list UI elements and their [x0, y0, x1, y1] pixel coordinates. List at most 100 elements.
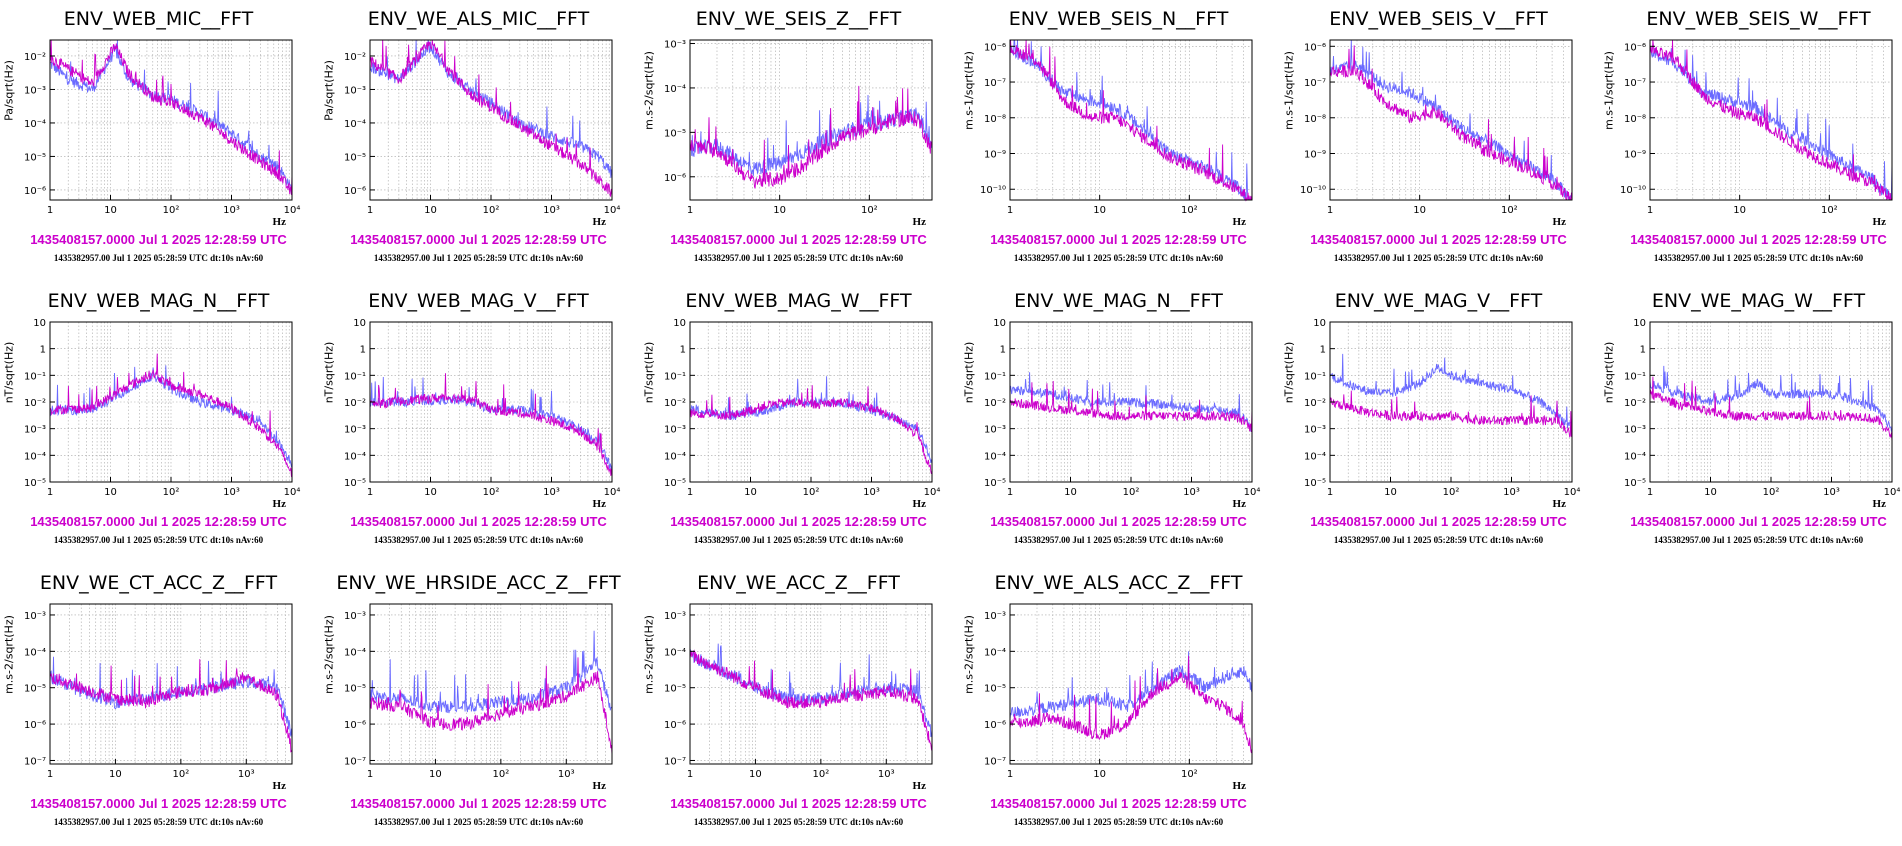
plot-frame [49, 603, 293, 765]
current-timestamp: 1435408157.0000 Jul 1 2025 12:28:59 UTC [1310, 514, 1567, 529]
current-timestamp: 1435408157.0000 Jul 1 2025 12:28:59 UTC [670, 232, 927, 247]
current-series-line [1009, 380, 1253, 433]
reference-series-line [1009, 39, 1253, 202]
reference-timestamp: 1435382957.00 Jul 1 2025 05:28:59 UTC dt… [1653, 535, 1864, 545]
reference-series-line [369, 630, 613, 714]
chart-panel: ENV_WE_ACC_Z__FFT m.s-2/sqrt(Hz) 1 10 10² 10³… [640, 564, 957, 846]
x-tick-label: 10² [483, 487, 500, 498]
current-timestamp: 1435408157.0000 Jul 1 2025 12:28:59 UTC [350, 514, 607, 529]
current-series-line [1329, 390, 1573, 438]
chart-panel: ENV_WEB_SEIS_V__FFT m.s-1/sqrt(Hz) 1 10 10² 1… [1280, 0, 1597, 282]
current-series-line [49, 659, 293, 753]
x-tick-label: 1 [687, 205, 693, 216]
plot-frame [1009, 39, 1253, 201]
plot-frame [1009, 603, 1253, 765]
reference-series-line [369, 39, 613, 178]
x-tick-label: 10 [1093, 205, 1106, 216]
reference-timestamp: 1435382957.00 Jul 1 2025 05:28:59 UTC dt… [53, 253, 264, 263]
current-timestamp: 1435408157.0000 Jul 1 2025 12:28:59 UTC [990, 514, 1247, 529]
reference-series-line [1329, 353, 1573, 429]
y-tick-label: 10⁻⁴ [24, 119, 46, 130]
y-axis-label: nT/sqrt(Hz) [1602, 341, 1616, 404]
y-tick-label: 10⁻⁹ [1624, 150, 1646, 161]
chart-title: ENV_WEB_SEIS_W__FFT [1646, 8, 1871, 30]
x-axis-label: Hz [1873, 498, 1887, 510]
x-tick-label: 10 [1064, 487, 1077, 498]
reference-series-line [1009, 372, 1253, 432]
x-tick-label: 10 [1093, 769, 1106, 780]
y-tick-label: 1 [360, 345, 366, 356]
plot-frame [369, 39, 613, 201]
x-tick-label: 10³ [863, 487, 880, 498]
current-timestamp: 1435408157.0000 Jul 1 2025 12:28:59 UTC [30, 514, 287, 529]
y-tick-label: 10⁻⁵ [1304, 478, 1326, 489]
y-axis-label: m.s-2/sqrt(Hz) [642, 615, 656, 694]
y-tick-label: 10⁻⁵ [344, 152, 366, 163]
y-tick-label: 10⁻⁷ [664, 756, 686, 767]
x-tick-label: 10³ [878, 769, 895, 780]
y-tick-label: 10⁻⁶ [1624, 42, 1646, 53]
chart-title: ENV_WE_ALS_ACC_Z__FFT [994, 572, 1243, 594]
x-tick-label: 10² [1763, 487, 1780, 498]
x-tick-label: 10 [749, 769, 762, 780]
reference-timestamp: 1435382957.00 Jul 1 2025 05:28:59 UTC dt… [1333, 535, 1544, 545]
x-tick-label: 10² [492, 769, 509, 780]
x-tick-label: 10 [104, 205, 117, 216]
y-tick-label: 10⁻³ [664, 425, 686, 436]
y-tick-label: 10⁻⁴ [1304, 451, 1326, 462]
x-tick-label: 10⁴ [1564, 487, 1581, 498]
current-series-line [689, 85, 933, 189]
x-tick-label: 1 [1647, 205, 1653, 216]
current-series-line [1649, 376, 1893, 442]
y-tick-label: 10⁻³ [1624, 425, 1646, 436]
y-tick-label: 1 [1640, 345, 1646, 356]
chart-panel: ENV_WE_MAG_V__FFT nT/sqrt(Hz) 1 10 10² 10³ 10⁴… [1280, 282, 1597, 564]
reference-series-line [49, 656, 293, 738]
y-tick-label: 10⁻⁷ [984, 78, 1006, 89]
chart-title: ENV_WE_SEIS_Z__FFT [695, 8, 902, 30]
y-axis-label: nT/sqrt(Hz) [962, 341, 976, 404]
reference-series-line [49, 39, 293, 195]
y-tick-label: 10⁻³ [24, 85, 46, 96]
y-tick-label: 10⁻⁸ [1624, 114, 1646, 125]
plot-area: 1 10 10² 10³ 10⁴ 10⁻⁶ 10⁻⁵ 10⁻⁴ 10⁻³ 10⁻² Hz [24, 39, 300, 228]
x-axis-label: Hz [1233, 498, 1247, 510]
reference-series-line [1329, 39, 1573, 201]
y-axis-label: nT/sqrt(Hz) [2, 341, 16, 404]
x-tick-label: 10 [1413, 205, 1426, 216]
y-tick-label: 10⁻¹ [664, 371, 686, 382]
y-tick-label: 10⁻⁶ [1304, 42, 1326, 53]
current-series-line [1009, 39, 1253, 202]
y-tick-label: 10⁻⁷ [1624, 78, 1646, 89]
plot-area: 1 10 10² 10³ 10⁻⁷ 10⁻⁶ 10⁻⁵ 10⁻⁴ 10⁻³ Hz [344, 603, 613, 792]
y-tick-label: 10⁻⁴ [344, 451, 366, 462]
plot-area: 1 10 10² 10⁻⁷ 10⁻⁶ 10⁻⁵ 10⁻⁴ 10⁻³ Hz [984, 603, 1253, 792]
chart-title: ENV_WEB_SEIS_N__FFT [1008, 8, 1229, 30]
x-axis-label: Hz [1873, 216, 1887, 228]
plot-area: 1 10 10² 10⁻¹⁰ 10⁻⁹ 10⁻⁸ 10⁻⁷ 10⁻⁶ Hz [980, 39, 1253, 228]
y-axis-label: m.s-1/sqrt(Hz) [1282, 51, 1296, 130]
y-tick-label: 10⁻⁵ [664, 128, 686, 139]
chart-title: ENV_WE_HRSIDE_ACC_Z__FFT [336, 572, 621, 594]
chart-panel: ENV_WEB_SEIS_N__FFT m.s-1/sqrt(Hz) 1 10 10² 1… [960, 0, 1277, 282]
y-tick-label: 10⁻⁵ [664, 478, 686, 489]
reference-series-line [1649, 45, 1893, 201]
x-tick-label: 10 [429, 769, 442, 780]
chart-panel: ENV_WEB_MIC__FFT Pa/sqrt(Hz) 1 10 10² 10³ 10⁴ 1… [0, 0, 317, 282]
chart-title: ENV_WEB_MIC__FFT [63, 8, 254, 30]
x-tick-label: 1 [1327, 205, 1333, 216]
x-tick-label: 10⁴ [1244, 487, 1261, 498]
current-series-line [49, 39, 293, 195]
plot-area: 1 10 10² 10⁻¹⁰ 10⁻⁹ 10⁻⁸ 10⁻⁷ 10⁻⁶ Hz [1300, 39, 1573, 228]
current-series-line [689, 649, 933, 752]
x-tick-label: 1 [367, 769, 373, 780]
x-tick-label: 1 [47, 487, 53, 498]
plot-frame [689, 603, 933, 765]
x-axis-label: Hz [1553, 498, 1567, 510]
current-timestamp: 1435408157.0000 Jul 1 2025 12:28:59 UTC [670, 514, 927, 529]
x-tick-label: 10³ [543, 487, 560, 498]
x-tick-label: 10³ [558, 769, 575, 780]
plot-frame [49, 39, 293, 201]
y-axis-label: m.s-2/sqrt(Hz) [962, 615, 976, 694]
x-tick-label: 1 [1007, 205, 1013, 216]
